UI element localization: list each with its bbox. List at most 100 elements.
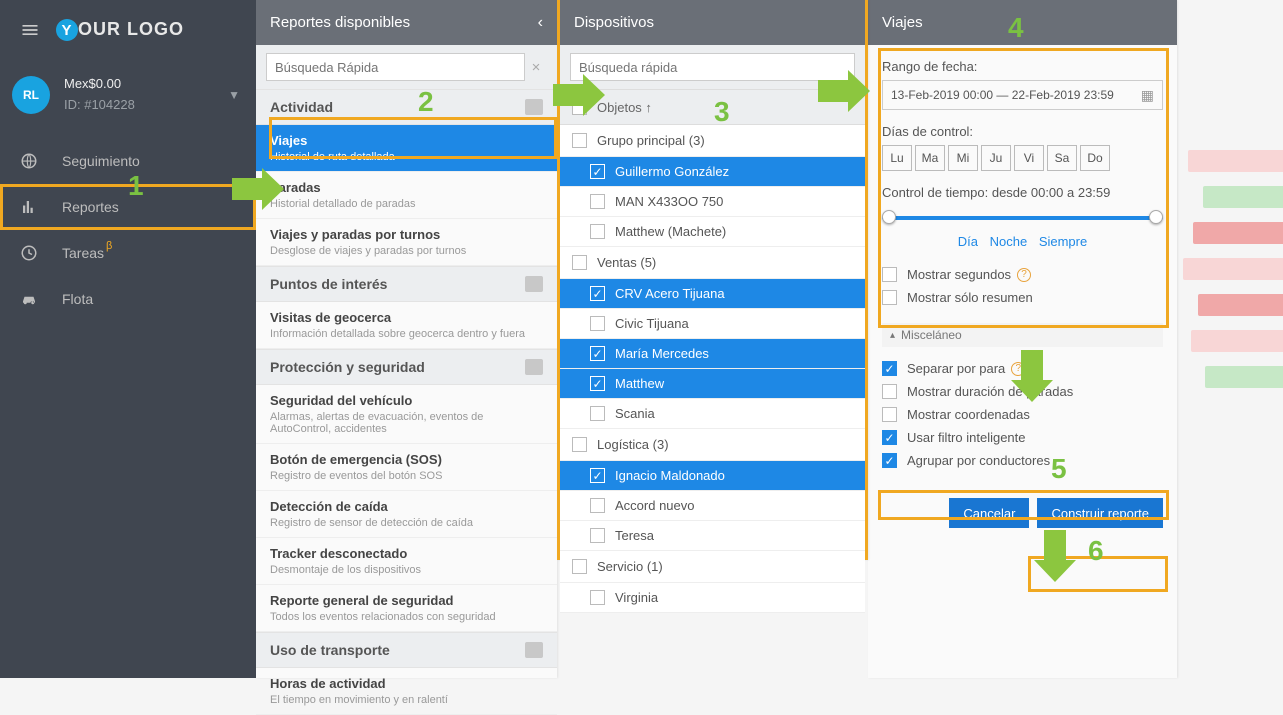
dev-scania[interactable]: Scania	[560, 399, 865, 429]
day-ju[interactable]: Ju	[981, 145, 1011, 171]
report-turnos[interactable]: Viajes y paradas por turnosDesglose de v…	[256, 219, 557, 266]
dev-guillermo[interactable]: Guillermo González	[560, 157, 865, 187]
misc-header[interactable]: ▴Misceláneo	[882, 323, 1163, 347]
cat-label: Uso de transporte	[270, 642, 390, 658]
day-ma[interactable]: Ma	[915, 145, 945, 171]
rpt-desc: El tiempo en movimiento y en ralentí	[270, 694, 543, 706]
checkbox[interactable]	[590, 316, 605, 331]
chat-icon[interactable]	[525, 359, 543, 375]
day-mi[interactable]: Mi	[948, 145, 978, 171]
checkbox[interactable]	[572, 255, 587, 270]
checkbox[interactable]	[590, 346, 605, 361]
cat-poi[interactable]: Puntos de interés	[256, 266, 557, 302]
cat-actividad[interactable]: Actividad	[256, 89, 557, 125]
checkbox[interactable]	[590, 224, 605, 239]
nav-label: Seguimiento	[62, 153, 140, 169]
day-sa[interactable]: Sa	[1047, 145, 1077, 171]
nav-flota[interactable]: Flota	[0, 276, 256, 322]
dev-matthew[interactable]: Matthew	[560, 369, 865, 399]
calendar-icon[interactable]: ▦	[1141, 87, 1154, 104]
checkbox[interactable]	[590, 376, 605, 391]
opt-coord[interactable]: Mostrar coordenadas	[882, 407, 1163, 422]
avatar: RL	[12, 76, 50, 114]
search-input[interactable]	[266, 53, 525, 81]
dev-accord[interactable]: Accord nuevo	[560, 491, 865, 521]
account-block[interactable]: RL Mex$0.00 ID: #104228 ▼	[0, 60, 256, 130]
report-caida[interactable]: Detección de caídaRegistro de sensor de …	[256, 491, 557, 538]
group-principal[interactable]: Grupo principal (3)	[560, 125, 865, 157]
rpt-desc: Desmontaje de los dispositivos	[270, 564, 543, 576]
dev-ignacio[interactable]: Ignacio Maldonado	[560, 461, 865, 491]
dev-crv[interactable]: CRV Acero Tijuana	[560, 279, 865, 309]
day-vi[interactable]: Vi	[1014, 145, 1044, 171]
group-servicio[interactable]: Servicio (1)	[560, 551, 865, 583]
clear-icon[interactable]: ×	[525, 59, 547, 76]
slider-handle-end[interactable]	[1149, 210, 1163, 224]
menu-icon[interactable]	[12, 12, 48, 48]
days-row: LuMaMiJuViSaDo	[882, 145, 1163, 171]
dev-maria[interactable]: María Mercedes	[560, 339, 865, 369]
dev-teresa[interactable]: Teresa	[560, 521, 865, 551]
nav-tareas[interactable]: Tareas β	[0, 230, 256, 276]
cat-uso[interactable]: Uso de transporte	[256, 632, 557, 668]
opt-agrupar[interactable]: Agrupar por conductores	[882, 453, 1163, 468]
checkbox[interactable]	[590, 468, 605, 483]
checkbox[interactable]	[882, 407, 897, 422]
checkbox[interactable]	[882, 384, 897, 399]
group-ventas[interactable]: Ventas (5)	[560, 247, 865, 279]
day-do[interactable]: Do	[1080, 145, 1110, 171]
group-logistica[interactable]: Logística (3)	[560, 429, 865, 461]
chat-icon[interactable]	[525, 276, 543, 292]
opt-filtro[interactable]: Usar filtro inteligente	[882, 430, 1163, 445]
dev-matthew-machete[interactable]: Matthew (Machete)	[560, 217, 865, 247]
rpt-title: Visitas de geocerca	[270, 310, 543, 325]
checkbox[interactable]	[882, 290, 897, 305]
report-geocerca[interactable]: Visitas de geocercaInformación detallada…	[256, 302, 557, 349]
dev-man[interactable]: MAN X433OO 750	[560, 187, 865, 217]
checkbox[interactable]	[572, 133, 587, 148]
chart-bar	[1183, 258, 1283, 280]
checkbox[interactable]	[572, 437, 587, 452]
report-viajes[interactable]: ViajesHistorial de ruta detallada	[256, 125, 557, 172]
checkbox[interactable]	[572, 559, 587, 574]
report-segveh[interactable]: Seguridad del vehículoAlarmas, alertas d…	[256, 385, 557, 444]
chat-icon[interactable]	[525, 642, 543, 658]
item-label: MAN X433OO 750	[615, 194, 723, 209]
report-horas[interactable]: Horas de actividadEl tiempo en movimient…	[256, 668, 557, 715]
checkbox[interactable]	[882, 361, 897, 376]
checkbox[interactable]	[590, 164, 605, 179]
checkbox[interactable]	[882, 430, 897, 445]
checkbox[interactable]	[590, 286, 605, 301]
link-dia[interactable]: Día	[958, 234, 978, 249]
dev-civic[interactable]: Civic Tijuana	[560, 309, 865, 339]
chevron-down-icon[interactable]: ▼	[228, 88, 240, 102]
checkbox[interactable]	[590, 528, 605, 543]
help-icon[interactable]: ?	[1017, 268, 1031, 282]
opt-label: Mostrar segundos	[907, 267, 1011, 282]
opt-resumen[interactable]: Mostrar sólo resumen	[882, 290, 1163, 305]
build-report-button[interactable]: Construir reporte	[1037, 498, 1163, 528]
time-slider[interactable]	[882, 208, 1163, 228]
report-sos[interactable]: Botón de emergencia (SOS)Registro de eve…	[256, 444, 557, 491]
checkbox[interactable]	[590, 194, 605, 209]
slider-handle-start[interactable]	[882, 210, 896, 224]
search-input[interactable]	[570, 53, 855, 81]
checkbox[interactable]	[590, 406, 605, 421]
checkbox[interactable]	[882, 267, 897, 282]
cancel-button[interactable]: Cancelar	[949, 498, 1029, 528]
cat-seguridad[interactable]: Protección y seguridad	[256, 349, 557, 385]
checkbox[interactable]	[882, 453, 897, 468]
opt-segundos[interactable]: Mostrar segundos?	[882, 267, 1163, 282]
link-siempre[interactable]: Siempre	[1039, 234, 1087, 249]
checkbox[interactable]	[590, 590, 605, 605]
report-paradas[interactable]: ParadasHistorial detallado de paradas	[256, 172, 557, 219]
checkbox[interactable]	[590, 498, 605, 513]
day-lu[interactable]: Lu	[882, 145, 912, 171]
collapse-icon[interactable]: ‹	[538, 14, 543, 32]
dev-virginia[interactable]: Virginia	[560, 583, 865, 613]
report-track[interactable]: Tracker desconectadoDesmontaje de los di…	[256, 538, 557, 585]
date-range-input[interactable]: 13-Feb-2019 00:00 — 22-Feb-2019 23:59 ▦	[882, 80, 1163, 110]
chat-icon[interactable]	[525, 99, 543, 115]
report-repseg[interactable]: Reporte general de seguridadTodos los ev…	[256, 585, 557, 632]
link-noche[interactable]: Noche	[990, 234, 1028, 249]
